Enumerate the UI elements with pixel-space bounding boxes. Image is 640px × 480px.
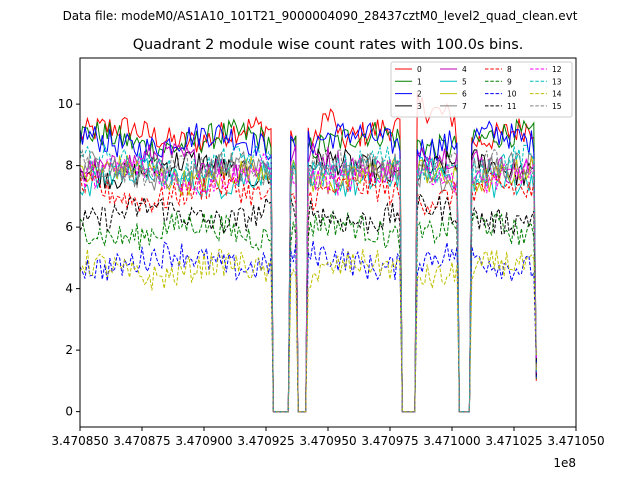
x-tick-label: 3.471050 bbox=[547, 434, 604, 448]
x-tick-label: 3.471025 bbox=[485, 434, 542, 448]
x-tick-label: 3.470950 bbox=[299, 434, 356, 448]
chart-title: Quadrant 2 module wise count rates with … bbox=[133, 37, 524, 53]
legend-label-3: 3 bbox=[417, 102, 422, 111]
y-tick-label: 8 bbox=[65, 159, 73, 173]
series-line-10 bbox=[80, 240, 537, 413]
y-tick-label: 10 bbox=[58, 97, 73, 111]
y-tick-label: 4 bbox=[65, 282, 73, 296]
legend-label-4: 4 bbox=[462, 65, 467, 74]
x-axis: 3.470850 3.470875 3.470900 3.470925 3.470950… bbox=[51, 427, 605, 448]
legend-label-7: 7 bbox=[462, 102, 467, 111]
x-tick-label: 3.470850 bbox=[51, 434, 108, 448]
x-tick-label: 3.470925 bbox=[237, 434, 294, 448]
series-layer bbox=[80, 92, 537, 413]
legend-label-2: 2 bbox=[417, 90, 422, 99]
y-tick-label: 6 bbox=[65, 220, 73, 234]
y-tick-label: 0 bbox=[65, 405, 73, 419]
legend-label-6: 6 bbox=[462, 90, 467, 99]
y-axis: 0 2 4 6 8 10 bbox=[58, 97, 80, 419]
legend-label-11: 11 bbox=[507, 102, 517, 111]
legend-frame bbox=[390, 61, 573, 118]
x-tick-label: 3.470975 bbox=[361, 434, 418, 448]
legend-label-12: 12 bbox=[552, 65, 562, 74]
y-tick-label: 2 bbox=[65, 343, 73, 357]
legend-label-9: 9 bbox=[507, 77, 512, 86]
legend-label-14: 14 bbox=[552, 90, 562, 99]
legend-label-10: 10 bbox=[507, 90, 517, 99]
legend-label-15: 15 bbox=[552, 102, 562, 111]
legend-label-1: 1 bbox=[417, 77, 422, 86]
figure-suptitle: Data file: modeM0/AS1A10_101T21_90000040… bbox=[63, 9, 578, 23]
legend-label-0: 0 bbox=[417, 65, 422, 74]
x-tick-label: 3.471000 bbox=[423, 434, 480, 448]
legend-label-13: 13 bbox=[552, 77, 562, 86]
x-axis-offset-label: 1e8 bbox=[553, 456, 576, 470]
legend-label-8: 8 bbox=[507, 65, 512, 74]
x-tick-label: 3.470875 bbox=[113, 434, 170, 448]
x-tick-label: 3.470900 bbox=[175, 434, 232, 448]
series-line-15 bbox=[80, 148, 537, 413]
legend-label-5: 5 bbox=[462, 77, 467, 86]
